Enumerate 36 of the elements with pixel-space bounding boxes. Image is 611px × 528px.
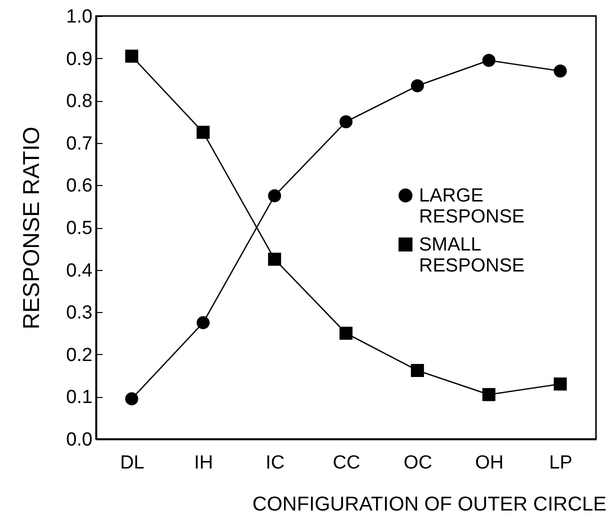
point — [196, 126, 210, 139]
point — [482, 388, 496, 402]
y-tick-label: 0.6 — [66, 176, 92, 197]
point — [410, 364, 424, 377]
x-tick-label: OC — [404, 452, 432, 474]
y-tick-label: 0.0 — [66, 430, 92, 450]
x-tick-label: DL — [120, 452, 144, 474]
legend-label: SMALL RESPONSE — [419, 234, 525, 276]
point — [410, 79, 424, 92]
y-axis-title: RESPONSE RATIO — [18, 126, 44, 330]
x-tick-label: OH — [475, 452, 504, 474]
y-tick-label: 0.8 — [66, 91, 92, 112]
point — [339, 326, 353, 340]
point — [339, 115, 353, 128]
x-tick-label: IC — [266, 452, 285, 474]
point — [196, 316, 210, 330]
y-tick-label: 0.5 — [66, 218, 92, 239]
y-tick-label: 1.0 — [66, 6, 92, 28]
point — [125, 50, 138, 63]
point — [268, 189, 282, 202]
x-tick-label: IH — [194, 452, 214, 474]
point — [125, 392, 138, 406]
y-tick-label: 0.4 — [66, 260, 93, 282]
y-tick-label: 0.2 — [66, 344, 92, 366]
x-tick-label: LP — [549, 452, 572, 474]
x-tick-label: CC — [332, 452, 360, 474]
y-tick-label: 0.7 — [66, 133, 92, 154]
y-tick-label: 0.9 — [66, 48, 92, 70]
legend-label: LARGE RESPONSE — [419, 186, 525, 228]
point — [268, 252, 282, 266]
y-tick-label: 0.3 — [66, 302, 92, 324]
x-axis-title: CONFIGURATION OF OUTER CIRCLE — [252, 494, 606, 516]
point — [482, 54, 496, 67]
point — [554, 377, 567, 391]
point — [554, 64, 567, 78]
y-tick-label: 0.1 — [66, 387, 92, 408]
